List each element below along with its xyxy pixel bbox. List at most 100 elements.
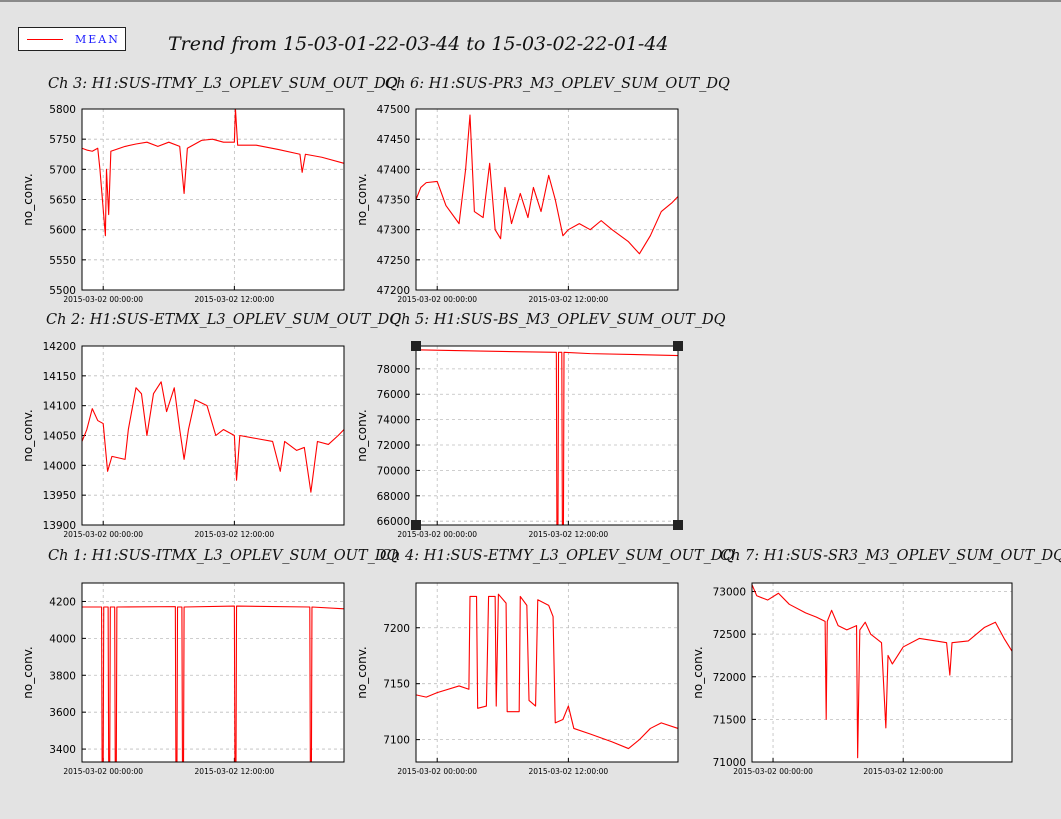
y-tick-label: 68000 bbox=[377, 491, 410, 503]
chart-title-ch1: Ch 1: H1:SUS-ITMX_L3_OPLEV_SUM_OUT_DQ bbox=[48, 548, 399, 564]
selection-handle[interactable] bbox=[411, 341, 421, 351]
y-tick-label: 4200 bbox=[49, 596, 76, 608]
series-line-mean bbox=[81, 381, 345, 493]
x-tick-label: 2015-03-02 00:00:00 bbox=[397, 767, 477, 776]
top-rule bbox=[0, 0, 1061, 2]
x-tick-label: 2015-03-02 00:00:00 bbox=[397, 295, 477, 304]
y-tick-label: 5600 bbox=[49, 225, 76, 237]
y-tick-label: 71000 bbox=[713, 757, 746, 769]
x-tick-label: 2015-03-02 00:00:00 bbox=[733, 767, 813, 776]
chart-ch4[interactable]: 7100 7150 7200 2015-03-02 00:00:00 2015-03-0… bbox=[355, 582, 679, 776]
chart-ch6[interactable]: 47200 47250 47300 47350 47400 47450 47500 2015-… bbox=[355, 104, 679, 304]
x-tick-label: 2015-03-02 12:00:00 bbox=[529, 295, 609, 304]
x-tick-label: 2015-03-02 12:00:00 bbox=[529, 530, 609, 539]
plot-area bbox=[82, 583, 344, 762]
chart-ch5[interactable]: 66000 68000 70000 72000 74000 76000 78000 2015-… bbox=[355, 341, 683, 539]
y-tick-label: 5800 bbox=[49, 104, 76, 116]
y-tick-label: 7100 bbox=[383, 735, 410, 747]
plot-frame bbox=[81, 345, 345, 526]
y-tick-label: 66000 bbox=[377, 516, 410, 528]
x-tick-label: 2015-03-02 00:00:00 bbox=[63, 295, 143, 304]
y-tick-label: 78000 bbox=[377, 364, 410, 376]
y-tick-label: 72000 bbox=[713, 672, 746, 684]
plot-frame bbox=[415, 108, 679, 291]
y-tick-label: 5700 bbox=[49, 164, 76, 176]
legend: MEAN bbox=[18, 27, 126, 51]
y-tick-label: 47400 bbox=[377, 164, 410, 176]
y-tick-label: 5550 bbox=[49, 255, 76, 267]
chart-ch2[interactable]: 13900 13950 14000 14050 14100 14150 14200 2015-… bbox=[21, 341, 345, 539]
chart-title-ch5: Ch 5: H1:SUS-BS_M3_OPLEV_SUM_OUT_DQ bbox=[390, 312, 726, 328]
chart-title-ch3: Ch 3: H1:SUS-ITMY_L3_OPLEV_SUM_OUT_DQ bbox=[48, 76, 398, 92]
y-axis-label: no_conv. bbox=[21, 173, 35, 225]
x-tick-label: 2015-03-02 00:00:00 bbox=[397, 530, 477, 539]
legend-label: MEAN bbox=[75, 33, 120, 46]
y-axis-label: no_conv. bbox=[691, 646, 705, 698]
plot-area bbox=[752, 583, 1012, 762]
x-tick-label: 2015-03-02 00:00:00 bbox=[63, 530, 143, 539]
y-axis-label: no_conv. bbox=[21, 409, 35, 461]
plot-frame bbox=[751, 582, 1013, 763]
x-tick-label: 2015-03-02 12:00:00 bbox=[529, 767, 609, 776]
plot-frame bbox=[415, 582, 679, 763]
selection-handle[interactable] bbox=[673, 520, 683, 530]
chart-title-ch6: Ch 6: H1:SUS-PR3_M3_OPLEV_SUM_OUT_DQ bbox=[385, 76, 730, 92]
y-tick-label: 74000 bbox=[377, 415, 410, 427]
y-tick-label: 47350 bbox=[377, 195, 410, 207]
y-tick-label: 14150 bbox=[43, 371, 76, 383]
plot-frame bbox=[81, 582, 345, 763]
chart-ch7[interactable]: 71000 71500 72000 72500 73000 2015-03-02 00:0… bbox=[691, 582, 1013, 776]
y-axis-label: no_conv. bbox=[355, 646, 369, 698]
series-line-mean bbox=[415, 114, 679, 255]
y-tick-label: 7150 bbox=[383, 679, 410, 691]
chart-title-ch4: Ch 4: H1:SUS-ETMY_L3_OPLEV_SUM_OUT_DQ bbox=[380, 548, 735, 564]
y-tick-label: 4000 bbox=[49, 633, 76, 645]
x-tick-label: 2015-03-02 12:00:00 bbox=[195, 767, 275, 776]
chart-ch1[interactable]: 3400 3600 3800 4000 4200 2015-03-02 00:00:00 2… bbox=[21, 582, 345, 776]
y-tick-label: 76000 bbox=[377, 389, 410, 401]
y-tick-label: 14100 bbox=[43, 401, 76, 413]
y-tick-label: 13950 bbox=[43, 490, 76, 502]
y-tick-label: 71500 bbox=[713, 714, 746, 726]
y-tick-label: 14200 bbox=[43, 341, 76, 353]
plot-area bbox=[416, 583, 678, 762]
y-axis-label: no_conv. bbox=[21, 646, 35, 698]
y-tick-label: 3400 bbox=[49, 744, 76, 756]
plot-frame bbox=[81, 108, 345, 291]
plot-frame bbox=[415, 345, 679, 526]
y-tick-label: 14050 bbox=[43, 431, 76, 443]
selection-handle[interactable] bbox=[411, 520, 421, 530]
y-tick-label: 13900 bbox=[43, 520, 76, 532]
y-tick-label: 70000 bbox=[377, 465, 410, 477]
y-tick-label: 3600 bbox=[49, 707, 76, 719]
x-tick-label: 2015-03-02 12:00:00 bbox=[863, 767, 943, 776]
y-tick-label: 47500 bbox=[377, 104, 410, 116]
y-tick-label: 5750 bbox=[49, 134, 76, 146]
y-tick-label: 7200 bbox=[383, 623, 410, 635]
page-title: Trend from 15-03-01-22-03-44 to 15-03-02… bbox=[168, 33, 669, 55]
series-line-mean bbox=[81, 108, 345, 237]
series-line-mean bbox=[751, 584, 1013, 759]
x-tick-label: 2015-03-02 12:00:00 bbox=[195, 530, 275, 539]
x-tick-label: 2015-03-02 00:00:00 bbox=[63, 767, 143, 776]
y-tick-label: 47250 bbox=[377, 255, 410, 267]
y-tick-label: 47300 bbox=[377, 225, 410, 237]
x-tick-label: 2015-03-02 12:00:00 bbox=[195, 295, 275, 304]
selection-handle[interactable] bbox=[673, 341, 683, 351]
y-tick-label: 72000 bbox=[377, 440, 410, 452]
y-axis-label: no_conv. bbox=[355, 409, 369, 461]
y-tick-label: 73000 bbox=[713, 587, 746, 599]
y-tick-label: 14000 bbox=[43, 460, 76, 472]
y-tick-label: 5500 bbox=[49, 285, 76, 297]
y-tick-label: 72500 bbox=[713, 629, 746, 641]
chart-ch3[interactable]: 5500 5550 5600 5650 5700 5750 5800 2015-03-02 0… bbox=[21, 104, 345, 304]
y-tick-label: 5650 bbox=[49, 195, 76, 207]
chart-title-ch2: Ch 2: H1:SUS-ETMX_L3_OPLEV_SUM_OUT_DQ bbox=[46, 312, 402, 328]
series-line-mean bbox=[415, 349, 679, 526]
y-axis-label: no_conv. bbox=[355, 173, 369, 225]
chart-title-ch7: Ch 7: H1:SUS-SR3_M3_OPLEV_SUM_OUT_DQ bbox=[720, 548, 1061, 564]
series-line-mean bbox=[415, 593, 679, 750]
plot-area bbox=[416, 346, 678, 525]
y-tick-label: 47450 bbox=[377, 134, 410, 146]
y-tick-label: 3800 bbox=[49, 670, 76, 682]
